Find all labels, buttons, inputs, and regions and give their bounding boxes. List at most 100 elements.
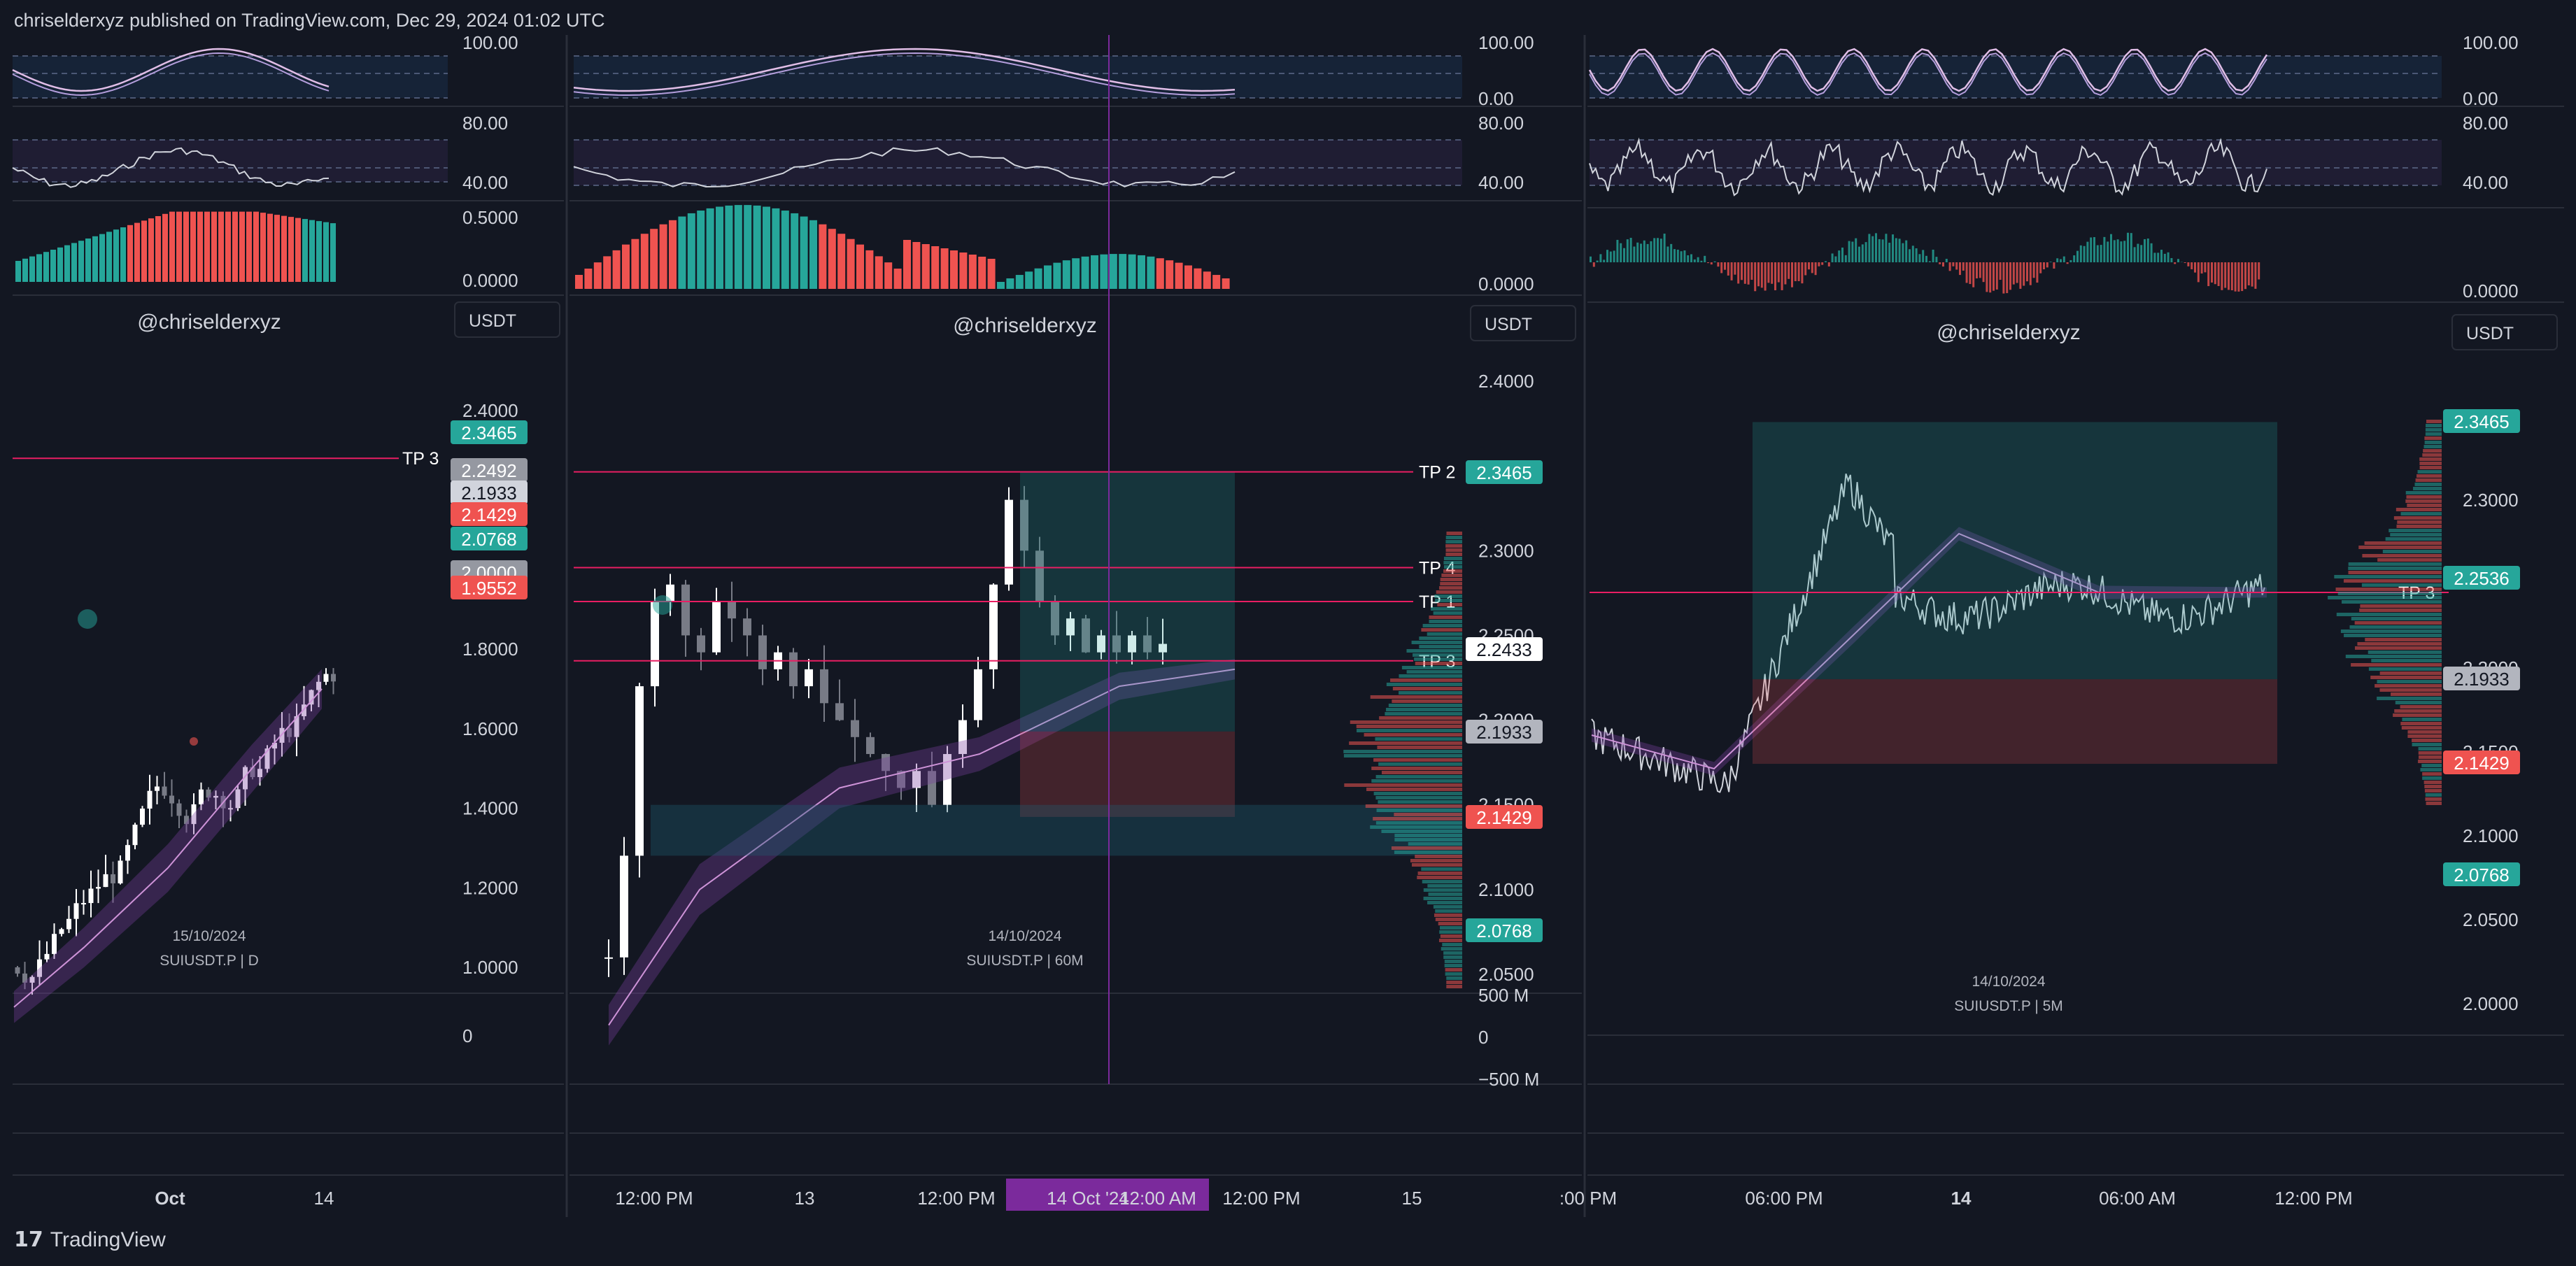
histogram-bar: [2009, 262, 2011, 290]
histogram-bar: [2204, 262, 2207, 273]
histogram-bar: [622, 244, 630, 289]
histogram-bar: [1895, 238, 1897, 262]
price-badge-label: 2.1429: [1476, 807, 1532, 828]
histogram-bar: [1959, 262, 1961, 276]
histogram-bar: [1091, 255, 1098, 289]
histogram-bar: [2056, 258, 2059, 262]
histogram-bar: [78, 241, 84, 282]
histogram-bar: [204, 211, 210, 282]
histogram-bar: [176, 211, 182, 282]
volume-profile-bar: [1423, 888, 1462, 892]
histogram-bar: [1999, 262, 2002, 280]
stoch-k-line: [573, 48, 1236, 92]
volume-profile-bar: [2412, 743, 2442, 746]
candle-body: [331, 674, 336, 682]
candle-body: [1082, 618, 1090, 653]
histogram-bar: [1948, 262, 1951, 271]
volume-profile-bar: [1417, 876, 1462, 879]
footer-brand[interactable]: 𝟭𝟳 TradingView: [14, 1228, 166, 1252]
histogram-bar: [1724, 262, 1726, 270]
volume-profile-bar: [2396, 525, 2442, 528]
volume-profile-bar: [2425, 793, 2442, 797]
volume-profile-bar: [2394, 709, 2442, 713]
volume-profile-bar: [2419, 462, 2442, 465]
volume-profile-bar: [1440, 582, 1462, 585]
histogram-bar: [1616, 239, 1619, 262]
volume-profile-bar: [2351, 617, 2442, 620]
volume-profile-bar: [1429, 616, 1462, 619]
price-badge: [2443, 751, 2520, 774]
volume-profile-bar: [1439, 586, 1462, 590]
histogram-bar: [819, 224, 827, 289]
histogram-bar: [2258, 262, 2260, 280]
volume-profile-bar: [2397, 520, 2442, 524]
volume-tick: 0: [462, 1025, 472, 1046]
histogram-bar: [2217, 262, 2220, 286]
histogram-bar: [1643, 240, 1646, 262]
price-badge: [451, 481, 528, 504]
histogram-bar: [232, 211, 238, 282]
histogram-bar: [734, 205, 742, 289]
currency-label: USDT: [2466, 324, 2514, 343]
time-axis-label: 12:00 PM: [2274, 1188, 2352, 1209]
stop-zone: [1020, 731, 1235, 817]
histogram-bar: [1156, 258, 1164, 289]
histogram-bar: [1081, 256, 1089, 289]
volume-profile-bar: [1414, 657, 1462, 661]
histogram-bar: [763, 206, 770, 289]
volume-profile-bar: [2377, 697, 2442, 700]
histogram-bar: [2043, 262, 2045, 270]
rsi-tick: 80.00: [1478, 113, 1524, 134]
volume-profile-bar: [2354, 646, 2442, 650]
volume-profile-bar: [1445, 536, 1462, 539]
histogram-bar: [2197, 262, 2200, 283]
time-axis-label: 12:00 PM: [615, 1188, 693, 1209]
candle-body: [1112, 635, 1121, 653]
candle-body: [257, 769, 262, 778]
histogram-bar: [1072, 258, 1080, 289]
histogram-bar: [2191, 262, 2193, 269]
histogram-bar: [1804, 262, 1807, 276]
price-badge: [451, 458, 528, 482]
volume-profile-bar: [1370, 825, 1462, 829]
volume-profile-bar: [2379, 671, 2442, 675]
histogram-bar: [2200, 262, 2203, 274]
volume-profile-bar: [1431, 607, 1462, 611]
volume-profile-bar: [1373, 792, 1462, 795]
histogram-tick: 0.0000: [2463, 280, 2519, 301]
candle-body: [103, 874, 108, 888]
volume-profile-bar: [2402, 718, 2442, 721]
volume-profile-bar: [2406, 495, 2442, 499]
volume-profile-bar: [1435, 909, 1462, 913]
histogram-bar: [1636, 242, 1639, 262]
volume-profile-bar: [2393, 516, 2442, 520]
watermark-handle: @chriselderxyz: [953, 314, 1097, 337]
histogram-bar: [912, 242, 921, 289]
volume-profile-bar: [1401, 666, 1462, 669]
price-line: [1591, 473, 2265, 793]
volume-profile-bar: [1385, 712, 1462, 716]
histogram-bar: [1760, 262, 1763, 288]
volume-profile-bar: [1371, 767, 1462, 770]
volume-profile-bar: [1366, 788, 1462, 791]
volume-profile-bar: [1434, 913, 1462, 917]
candle-body: [1035, 550, 1044, 602]
volume-profile-bar: [1435, 599, 1462, 602]
price-badge-label: 2.2492: [461, 460, 517, 481]
candle-body: [29, 976, 35, 983]
volume-profile-bar: [1440, 934, 1462, 938]
histogram-bar: [1875, 233, 1877, 262]
volume-profile-bar: [1399, 674, 1462, 678]
histogram-bar: [1911, 246, 1914, 262]
rsi-line: [1589, 137, 2267, 197]
volume-profile-bar: [2336, 613, 2442, 616]
stoch-signal-line: [573, 52, 1236, 97]
price-badge: [2443, 409, 2520, 433]
volume-profile-bar: [2426, 424, 2442, 427]
histogram-bar: [1791, 262, 1793, 287]
candle-body: [835, 703, 844, 720]
volume-profile-bar: [1434, 595, 1462, 598]
histogram-bar: [1902, 243, 1904, 262]
demand-zone: [651, 804, 1462, 856]
histogram-bar: [1841, 247, 1843, 262]
